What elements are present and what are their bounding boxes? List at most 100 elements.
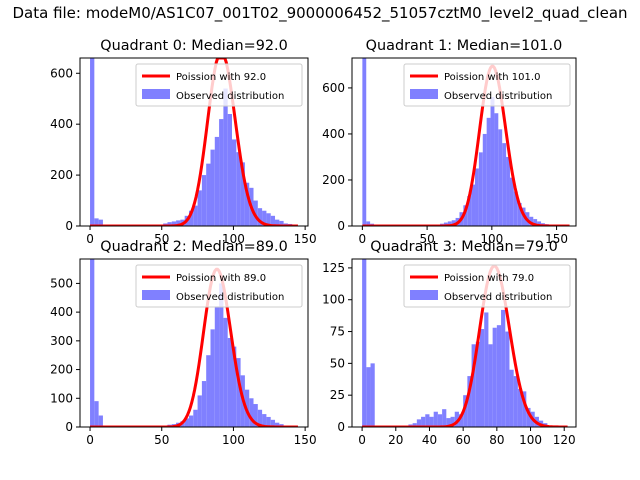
legend-box <box>403 264 571 308</box>
legend-label-observed: Observed distribution <box>444 292 552 303</box>
legend-label-poisson: Poission with 101.0 <box>444 72 540 83</box>
histogram-bar <box>197 395 202 427</box>
histogram-bar <box>188 415 194 427</box>
histogram-bar <box>98 415 103 427</box>
histogram-bar <box>262 414 267 427</box>
histogram-bar <box>505 331 510 427</box>
histogram-bar <box>94 218 99 226</box>
histogram-bar <box>471 344 476 427</box>
legend: Poission with 101.0 Observed distribution <box>403 63 571 107</box>
legend: Poission with 92.0 Observed distribution <box>135 63 303 107</box>
histogram-bar <box>176 220 181 226</box>
histogram-bar <box>223 317 228 427</box>
legend-label-observed: Observed distribution <box>176 292 284 303</box>
histogram-bar <box>270 215 276 226</box>
x-tick-label: 150 <box>294 232 317 246</box>
histogram-bar <box>429 416 434 427</box>
legend-label-poisson: Poission with 92.0 <box>176 72 266 83</box>
histogram-bar <box>223 88 228 226</box>
x-tick-label: 100 <box>519 433 542 447</box>
histogram-bar <box>425 414 430 427</box>
histogram-bar <box>513 376 518 427</box>
histogram-bar <box>533 219 538 226</box>
histogram-bar <box>227 337 232 427</box>
legend-label-observed: Observed distribution <box>176 91 284 102</box>
histogram-bar <box>210 149 215 226</box>
histogram-bar <box>206 163 211 226</box>
histogram-bar <box>257 409 263 427</box>
histogram-bar <box>506 156 510 226</box>
histogram-bar <box>90 259 95 427</box>
histogram-bar <box>193 409 198 427</box>
plot-area <box>89 259 299 427</box>
legend: Poission with 79.0 Observed distribution <box>403 264 571 308</box>
histogram-bar <box>197 190 202 226</box>
histogram-bar <box>244 182 250 226</box>
legend-box <box>135 63 303 107</box>
histogram-bar <box>201 175 207 226</box>
y-tick-label: 100 <box>322 293 345 307</box>
histogram-bar <box>362 58 367 226</box>
histogram-bar <box>484 312 489 427</box>
legend-label-poisson: Poission with 79.0 <box>444 273 534 284</box>
histogram-bar <box>446 418 451 427</box>
histogram-bar <box>433 411 438 427</box>
histogram-bar <box>262 210 267 226</box>
axes-frame <box>351 258 577 428</box>
histogram-bar <box>184 418 189 427</box>
histogram-bar <box>467 196 472 226</box>
histogram-bar <box>214 136 220 226</box>
histogram-bar <box>232 139 237 226</box>
histogram-bar <box>509 369 514 427</box>
histogram-bar <box>253 404 258 427</box>
x-tick-label: 120 <box>553 433 576 447</box>
histogram-bar <box>513 191 518 226</box>
histogram-bar <box>94 401 99 427</box>
histogram-bar <box>451 220 456 226</box>
y-tick-label: 0 <box>337 420 345 434</box>
y-tick-label: 50 <box>330 356 345 370</box>
y-tick-label: 0 <box>65 219 73 233</box>
x-tick-label: 0 <box>358 433 366 447</box>
histogram-bar <box>537 221 542 226</box>
histogram-bar <box>478 152 483 226</box>
y-tick-label: 400 <box>322 127 345 141</box>
histogram-bar <box>529 216 534 226</box>
histogram-bar <box>206 355 211 427</box>
histogram-bar <box>366 367 371 427</box>
histogram-bar <box>266 416 271 427</box>
histogram-bar <box>266 213 271 226</box>
histogram-bar <box>236 152 241 226</box>
histogram-bar <box>437 414 443 427</box>
y-tick-label: 600 <box>50 66 73 80</box>
axes-frame <box>351 57 577 227</box>
legend-bar-swatch <box>410 290 438 300</box>
histogram-bar <box>522 391 527 427</box>
histogram-bar <box>475 168 479 226</box>
histogram-bar <box>98 219 103 226</box>
poisson-curve <box>89 267 299 427</box>
histogram-bar <box>454 411 459 427</box>
histogram-bar <box>463 205 468 226</box>
histogram-bar <box>498 129 503 226</box>
histogram-bar <box>270 419 276 427</box>
y-tick-label: 75 <box>330 325 345 339</box>
plot-area <box>89 58 299 226</box>
histogram-bar <box>494 113 499 226</box>
y-tick-label: 200 <box>50 363 73 377</box>
subplot-title: Quadrant 2: Median=89.0 <box>100 239 288 255</box>
histogram-bar <box>188 210 194 226</box>
histogram-bar <box>509 177 514 226</box>
poisson-curve <box>362 64 570 226</box>
x-tick-label: 150 <box>545 232 568 246</box>
histogram-bar <box>450 416 455 427</box>
histogram-bar <box>227 114 232 226</box>
histogram-bar <box>257 208 263 226</box>
histogram-bar <box>219 119 224 226</box>
legend-bar-swatch <box>410 89 438 99</box>
x-tick-label: 40 <box>422 433 437 447</box>
y-tick-label: 0 <box>65 420 73 434</box>
x-tick-label: 50 <box>154 433 169 447</box>
histogram-bar <box>490 97 495 226</box>
legend-box <box>135 264 303 308</box>
